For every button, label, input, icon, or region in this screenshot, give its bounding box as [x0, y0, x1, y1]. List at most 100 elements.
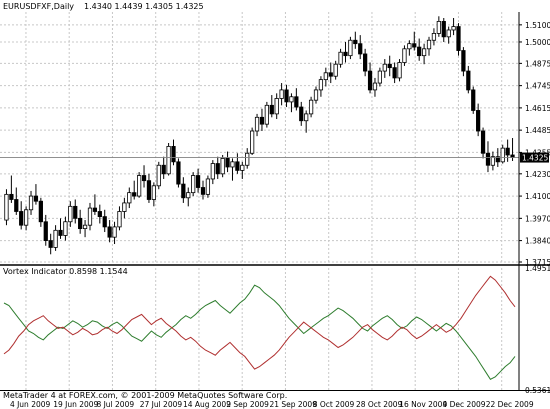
x-tick-label: 28 Oct 2009	[356, 400, 403, 409]
candle-body-up	[451, 26, 456, 31]
candle-body-up	[82, 224, 88, 230]
candle-body-down	[9, 193, 14, 200]
candle-body-up	[313, 89, 319, 101]
candle-body-up	[205, 178, 211, 195]
candle-body-down	[92, 207, 98, 212]
candle-body-down	[200, 187, 206, 195]
x-tick-label: 2 Sep 2009	[226, 400, 269, 409]
y-tick-label: 1.4615	[525, 104, 550, 113]
candle-body-down	[471, 89, 476, 111]
candle-body-down	[367, 70, 373, 91]
footer-copyright: MetaTrader 4 at FOREX.com, © 2001-2009 M…	[3, 391, 287, 400]
vortex-lines	[3, 275, 516, 380]
candle-body-up	[318, 79, 324, 91]
indicator-y-tick-label: 0.5361	[525, 386, 550, 395]
y-tick-label: 1.4100	[525, 192, 550, 201]
y-tick-label: 1.5000	[525, 38, 550, 47]
candle-body-down	[235, 161, 240, 171]
y-tick-label: 1.3840	[525, 237, 550, 246]
candle-body-down	[176, 161, 181, 185]
vortex-plus-line	[3, 284, 516, 380]
candle-body-up	[240, 164, 245, 171]
candle-body-up	[23, 209, 29, 226]
candle-body-down	[299, 106, 304, 122]
candle-body-up	[402, 48, 407, 63]
candle-body-up	[230, 161, 235, 168]
candle-body-down	[284, 89, 289, 103]
candle-body-down	[58, 229, 63, 236]
chart-ohlc-values: 1.4340 1.4439 1.4305 1.4325	[84, 2, 204, 11]
x-tick-label: 16 Nov 2009	[399, 400, 447, 409]
candle-body-down	[215, 163, 220, 175]
panel-frames	[0, 12, 550, 391]
candle-body-up	[490, 156, 496, 166]
y-tick-label: 1.4230	[525, 170, 550, 179]
candle-body-down	[102, 216, 107, 228]
candle-body-down	[353, 39, 358, 45]
candle-body-down	[343, 51, 348, 57]
candle-body-up	[63, 221, 68, 236]
candle-body-up	[382, 63, 387, 72]
candle-body-up	[254, 116, 260, 132]
candle-body-down	[73, 205, 78, 219]
candle-body-up	[338, 51, 343, 65]
candle-body-up	[264, 104, 269, 125]
candle-body-down	[328, 72, 333, 77]
candle-body-up	[117, 211, 122, 228]
candle-body-down	[97, 211, 102, 218]
candle-body-down	[78, 217, 83, 230]
x-tick-label: 27 Jul 2009	[140, 400, 183, 409]
candle-body-up	[166, 146, 171, 175]
candle-body-up	[446, 29, 451, 38]
candle-body-up	[431, 33, 437, 41]
indicator-y-tick-label: 1.4951	[525, 264, 550, 273]
candle-body-up	[156, 164, 161, 187]
current-price-marker	[520, 152, 549, 163]
candle-body-up	[304, 113, 309, 122]
candle-body-up	[112, 226, 117, 238]
candle-body-up	[436, 21, 441, 34]
vortex-minus-line	[3, 275, 516, 370]
candle-body-down	[225, 158, 230, 168]
candle-body-down	[14, 199, 19, 212]
candle-body-down	[132, 192, 137, 197]
candle-body-up	[250, 130, 255, 154]
candle-body-down	[141, 175, 147, 182]
candle-body-up	[397, 62, 402, 79]
candle-body-down	[461, 50, 466, 72]
candle-body-down	[505, 147, 510, 156]
candle-body-down	[294, 96, 299, 108]
x-tick-label: 14 Aug 2009	[183, 400, 231, 409]
candle-body-up	[308, 99, 314, 115]
candle-body-up	[289, 96, 294, 103]
candle-body-down	[146, 180, 152, 200]
y-tick-label: 1.3970	[525, 214, 550, 223]
candle-body-down	[387, 63, 392, 69]
candle-body-up	[137, 175, 142, 197]
chart-symbol-title: EURUSDFXF,Daily	[3, 2, 74, 11]
x-tick-label: 21 Sep 2009	[269, 400, 317, 409]
candle-body-down	[33, 195, 39, 202]
candle-body-down	[38, 200, 43, 223]
candle-body-down	[43, 221, 48, 241]
candle-body-up	[53, 229, 58, 248]
candle-body-down	[259, 116, 265, 125]
candle-body-up	[279, 89, 284, 99]
x-tick-label: 22 Dec 2009	[486, 400, 534, 409]
y-tick-label: 1.3715	[525, 258, 550, 267]
current-price-label: 1.4325	[522, 154, 548, 163]
candle-body-down	[456, 26, 461, 51]
candle-body-down	[358, 43, 363, 55]
y-tick-label: 1.4485	[525, 126, 550, 135]
x-tick-label: 8 Oct 2009	[313, 400, 355, 409]
candle-body-up	[333, 63, 338, 77]
candle-body-down	[181, 183, 186, 199]
candle-body-up	[377, 70, 382, 84]
candle-body-down	[161, 164, 166, 175]
candle-body-down	[441, 21, 446, 38]
candle-body-down	[495, 156, 500, 163]
candle-body-down	[171, 146, 176, 163]
